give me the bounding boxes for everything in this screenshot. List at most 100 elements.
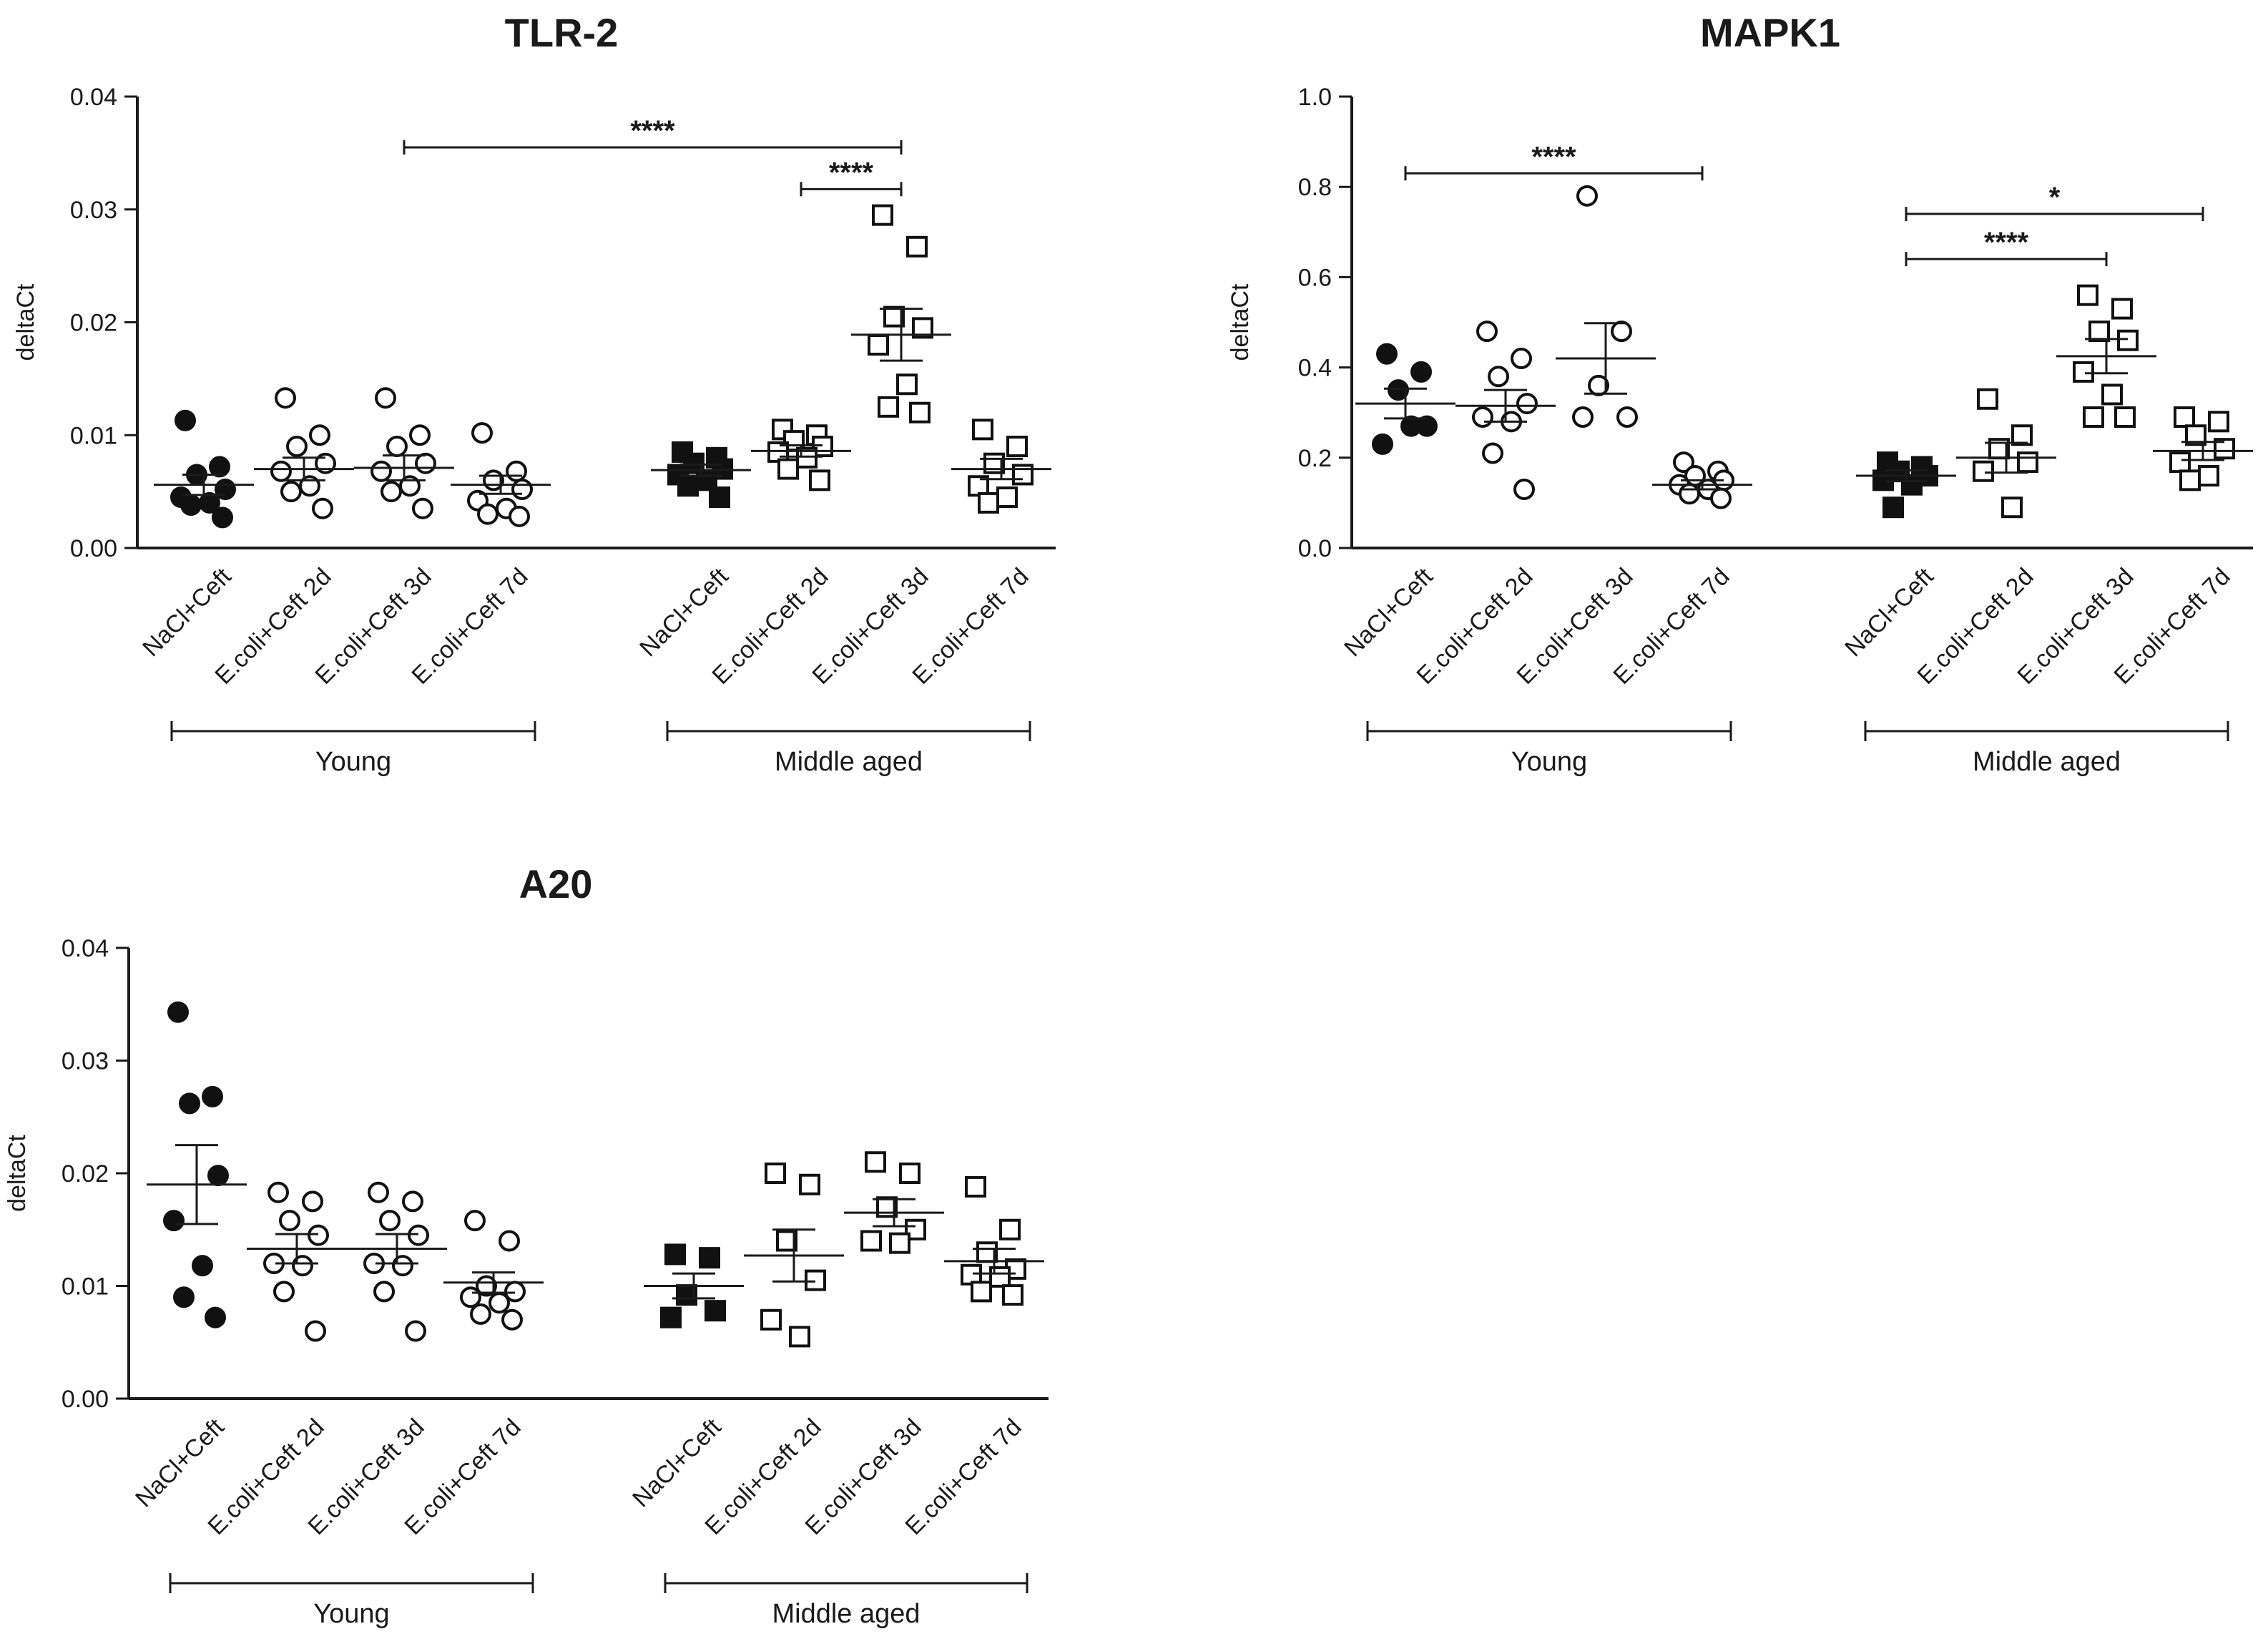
data-point-square: [660, 1306, 682, 1329]
data-point-square: [868, 334, 889, 356]
y-tick-label: 0.02: [62, 1160, 109, 1188]
y-tick-label: 1.0: [1298, 84, 1332, 111]
y-tick-label: 0.2: [1298, 445, 1332, 472]
data-point-circle: [460, 1286, 481, 1308]
data-point-square: [896, 373, 918, 396]
x-category-label: NaCl+Ceft: [634, 562, 734, 662]
data-point-square: [2083, 406, 2104, 429]
significance-label: ****: [630, 115, 675, 147]
group-label: Middle aged: [1973, 747, 2121, 777]
data-point-circle: [368, 1181, 389, 1203]
chart-title: A20: [519, 861, 593, 906]
data-point-circle: [286, 436, 308, 458]
data-point-circle: [1679, 483, 1700, 505]
data-point-square: [677, 475, 699, 497]
data-point-square: [765, 1163, 786, 1184]
data-point-square: [971, 1281, 992, 1303]
data-point-circle: [408, 1224, 429, 1246]
data-point-square: [705, 1300, 726, 1322]
y-tick-label: 0.4: [1298, 355, 1332, 382]
data-point-square: [1002, 1284, 1023, 1306]
group-label: Young: [313, 1599, 389, 1629]
data-point-circle: [207, 1165, 229, 1187]
y-axis-label: deltaCt: [12, 283, 39, 361]
data-point-square: [2174, 406, 2195, 429]
data-point-circle: [273, 1281, 295, 1303]
data-point-circle: [477, 503, 499, 525]
data-point-square: [2117, 329, 2139, 351]
data-point-circle: [405, 1320, 426, 1342]
data-point-circle: [173, 1286, 195, 1308]
data-point-square: [1882, 496, 1904, 519]
data-point-circle: [1513, 478, 1535, 500]
data-point-circle: [179, 1092, 200, 1115]
data-point-circle: [506, 460, 527, 482]
y-tick-label: 0.04: [62, 935, 109, 962]
data-point-square: [972, 419, 993, 441]
data-point-circle: [1576, 185, 1598, 207]
group-label: Middle aged: [775, 747, 923, 777]
y-tick-label: 0.02: [70, 310, 117, 337]
data-point-circle: [175, 409, 196, 431]
data-point-square: [996, 486, 1018, 509]
data-point-circle: [205, 1306, 226, 1329]
data-point-circle: [305, 1320, 326, 1342]
data-point-circle: [275, 387, 296, 409]
data-point-circle: [1616, 406, 1638, 429]
y-axis-label: deltaCt: [1227, 283, 1254, 361]
y-axis-label: deltaCt: [4, 1135, 31, 1212]
data-point-circle: [470, 1303, 491, 1325]
data-point-circle: [1488, 366, 1509, 388]
data-point-circle: [375, 387, 396, 409]
chart-title: MAPK1: [1700, 10, 1840, 55]
group-label: Middle aged: [772, 1599, 920, 1629]
data-point-circle: [180, 494, 202, 517]
x-category-label: NaCl+Ceft: [1840, 562, 1939, 662]
x-category-label: NaCl+Ceft: [1339, 562, 1438, 662]
data-point-circle: [1511, 347, 1532, 369]
data-point-circle: [309, 424, 330, 446]
data-point-square: [872, 204, 893, 226]
data-point-square: [865, 1151, 886, 1173]
data-point-square: [664, 1243, 686, 1266]
data-point-circle: [1710, 487, 1732, 509]
data-point-circle: [1572, 406, 1594, 429]
data-point-circle: [1388, 379, 1409, 401]
data-point-square: [889, 1232, 910, 1254]
data-point-square: [2111, 298, 2133, 320]
data-point-circle: [489, 1292, 510, 1314]
data-point-square: [2169, 451, 2191, 474]
data-point-circle: [1410, 361, 1432, 383]
y-tick-label: 0.03: [70, 197, 117, 224]
group-label: Young: [1511, 747, 1587, 777]
data-point-square: [906, 235, 928, 258]
x-category-label: NaCl+Ceft: [137, 562, 237, 662]
data-point-circle: [1476, 321, 1498, 343]
data-point-circle: [1472, 406, 1493, 429]
data-point-circle: [1376, 343, 1398, 365]
data-point-circle: [1372, 433, 1393, 455]
data-point-circle: [412, 497, 433, 519]
data-point-square: [2011, 424, 2033, 446]
data-point-square: [809, 469, 830, 491]
data-point-circle: [370, 460, 392, 482]
group-label: Young: [315, 747, 391, 777]
a20-panel: A20deltaCt0.000.010.020.030.04NaCl+CeftE…: [4, 861, 1049, 1629]
data-point-square: [2017, 451, 2038, 474]
data-point-circle: [212, 507, 233, 529]
data-point-circle: [501, 1308, 523, 1331]
data-point-circle: [1400, 415, 1422, 437]
y-tick-label: 0.03: [62, 1048, 109, 1075]
x-category-label: NaCl+Ceft: [130, 1413, 230, 1512]
data-point-circle: [386, 436, 408, 458]
significance-label: *: [2049, 182, 2061, 213]
data-point-square: [777, 458, 799, 480]
data-point-circle: [511, 478, 533, 500]
data-point-square: [878, 396, 899, 418]
y-tick-label: 0.04: [70, 84, 117, 111]
chart-title: TLR-2: [505, 10, 619, 55]
data-point-circle: [373, 1281, 395, 1303]
data-point-square: [2198, 465, 2219, 487]
data-point-square: [978, 491, 999, 514]
